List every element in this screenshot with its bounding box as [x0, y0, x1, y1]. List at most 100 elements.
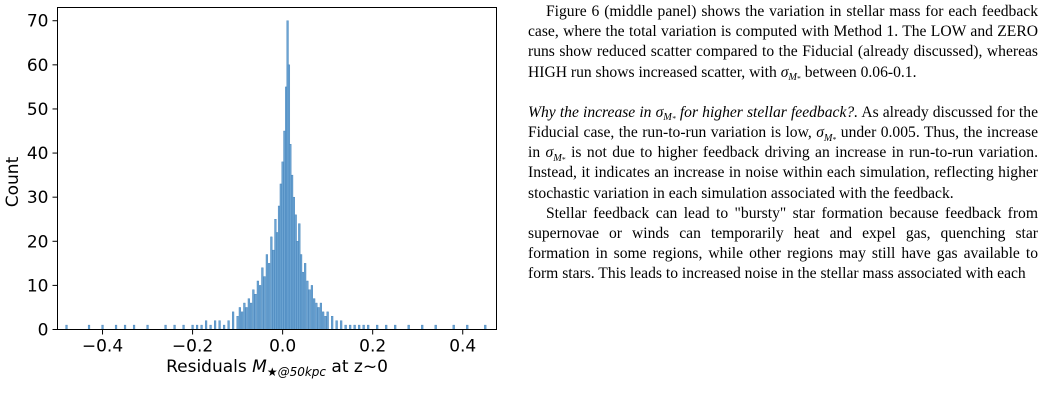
histogram-bar: [65, 324, 68, 330]
histogram-bar: [304, 263, 307, 330]
histogram-bar: [291, 174, 294, 330]
histogram-bar: [274, 219, 277, 330]
paper-text-column: Figure 6 (middle panel) shows the variat…: [528, 2, 1038, 285]
y-tick-label: 50: [27, 100, 49, 120]
y-tick-label: 0: [38, 321, 49, 341]
paragraph-bursty-feedback: Stellar feedback can lead to "bursty" st…: [528, 204, 1038, 283]
histogram-bar: [340, 320, 343, 330]
y-tick-label: 40: [27, 144, 49, 164]
histogram-bar: [254, 294, 257, 330]
histogram-bar: [322, 311, 325, 330]
histogram-bar: [385, 324, 388, 330]
x-tick-label: 0.2: [359, 337, 386, 357]
histogram-bar: [300, 254, 303, 330]
histogram-bar: [319, 302, 322, 330]
x-tick-label: 0.4: [449, 337, 476, 357]
histogram-bar: [259, 285, 262, 330]
histogram-bar: [261, 267, 264, 330]
histogram-bar: [114, 324, 118, 330]
histogram-bar: [349, 324, 352, 330]
x-tick-label: −0.2: [172, 337, 213, 357]
plot-frame: [57, 7, 497, 330]
histogram-bar: [296, 241, 299, 330]
y-axis-ticks: 0 10 20 30 40 50 60 70: [27, 12, 58, 341]
histogram-bar: [315, 302, 318, 330]
histogram-bar: [272, 249, 275, 330]
x-tick-label: 0.0: [269, 337, 296, 357]
histogram-bar: [292, 196, 295, 330]
histogram-bar: [270, 236, 273, 330]
histogram-bar: [434, 324, 437, 330]
histogram-bar: [250, 302, 253, 330]
histogram-bar: [173, 324, 176, 330]
histogram-bar: [466, 324, 469, 330]
histogram-bar: [452, 324, 455, 330]
histogram-bar: [326, 311, 329, 330]
histogram-bar: [214, 320, 217, 330]
histogram-bar: [265, 254, 268, 330]
histogram-bar: [263, 276, 266, 330]
histogram-bar: [243, 302, 246, 330]
histogram-bar: [227, 320, 230, 330]
histogram-bar: [245, 307, 248, 330]
histogram-bar: [279, 183, 282, 330]
histogram-bar: [277, 205, 281, 330]
histogram-bar: [335, 320, 338, 330]
histogram-bar: [298, 223, 301, 330]
histogram-bar: [367, 324, 370, 330]
histogram-bar: [283, 130, 286, 330]
histogram-bar: [324, 316, 327, 330]
histogram-bar: [205, 320, 208, 330]
histogram-bar: [331, 316, 334, 330]
histogram-bar: [376, 324, 379, 330]
paragraph-why-increase: Why the increase in σM* for higher stell…: [528, 103, 1038, 202]
histogram-bar: [101, 324, 104, 330]
histogram-bar: [252, 289, 255, 330]
histogram-bar: [310, 285, 313, 330]
histogram-bar: [191, 324, 194, 330]
x-axis-label: Residuals M★@50kpc at z~0: [166, 357, 388, 379]
histogram-bar: [182, 324, 185, 330]
histogram-figure: Count 0 10 20 30 40 50 60 70 −0.4 −0.2 0.0 0.2 0.4 …: [0, 0, 510, 418]
histogram-bar: [313, 298, 316, 330]
histogram-bar: [238, 307, 241, 330]
x-tick-label: −0.4: [82, 337, 123, 357]
histogram-bar: [308, 289, 311, 330]
histogram-bar: [236, 316, 239, 330]
histogram-bar: [317, 307, 320, 330]
histogram-bar: [294, 214, 297, 330]
histogram-bar: [268, 263, 271, 330]
histogram-bar: [289, 144, 292, 330]
histogram-bar: [362, 324, 365, 330]
x-axis-ticks: −0.4 −0.2 0.0 0.2 0.4: [82, 329, 476, 357]
y-tick-label: 10: [27, 276, 49, 296]
histogram-bar: [146, 324, 149, 330]
histogram-bar: [132, 324, 136, 330]
histogram-bar: [164, 324, 167, 330]
histogram-bar: [195, 324, 199, 330]
histogram-bar: [123, 324, 127, 330]
histogram-bar: [223, 324, 226, 330]
y-tick-label: 30: [27, 188, 49, 208]
histogram-bar: [394, 324, 397, 330]
histogram-bar: [209, 324, 212, 330]
histogram-bar: [87, 324, 91, 330]
histogram-bar: [344, 324, 347, 330]
y-axis-label: Count: [3, 156, 23, 207]
histogram-bar: [281, 161, 284, 330]
histogram-bar: [407, 324, 410, 330]
histogram-bar: [276, 232, 279, 330]
y-tick-label: 70: [27, 12, 49, 32]
y-tick-label: 20: [27, 232, 49, 252]
paragraph-figure6: Figure 6 (middle panel) shows the variat…: [528, 3, 1038, 84]
histogram-bar: [306, 280, 309, 330]
histogram-bar: [241, 311, 244, 330]
histogram-bar: [301, 271, 304, 330]
histogram-bar: [358, 324, 361, 330]
histogram-bars: [65, 20, 487, 330]
histogram-bar: [484, 324, 487, 330]
histogram-bar: [256, 280, 259, 330]
histogram-bar: [247, 298, 250, 330]
paragraph-heading: Why the increase in σM* for higher stell…: [528, 103, 859, 124]
